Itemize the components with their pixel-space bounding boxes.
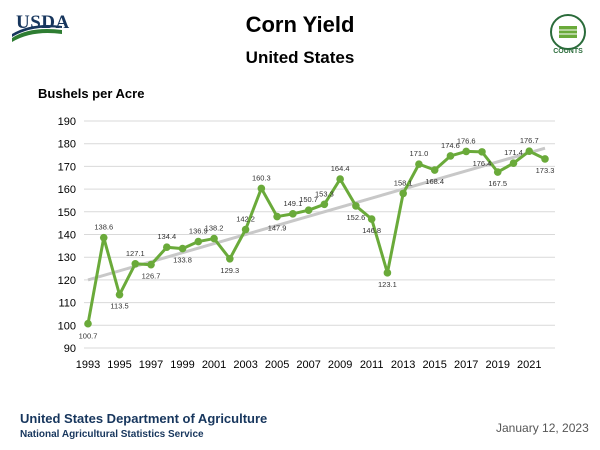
data-label-1993: 100.7: [79, 332, 98, 341]
y-tick-90: 90: [64, 343, 76, 355]
data-label-2022: 173.3: [536, 166, 555, 175]
data-label-2014: 171.0: [410, 149, 429, 158]
data-label-2012: 123.1: [378, 280, 397, 289]
y-tick-160: 160: [58, 184, 76, 196]
point-1997: [147, 261, 155, 269]
point-2020: [510, 159, 518, 167]
point-2014: [415, 160, 423, 168]
point-2018: [478, 148, 486, 156]
data-label-2001: 138.2: [205, 224, 224, 233]
point-2022: [541, 155, 549, 163]
data-label-2004: 160.3: [252, 173, 271, 182]
point-1994: [100, 234, 108, 242]
x-tick-labels: 1993 1995 1997 1999 2001 2003 2005 2007 2009 2011…: [76, 359, 542, 371]
point-2000: [195, 238, 203, 246]
footer-date: January 12, 2023: [496, 421, 589, 435]
data-label-1998: 134.4: [157, 232, 176, 241]
data-label-2018: 176.4: [473, 159, 492, 168]
corn-yield-chart: 90100110120130140150160170180190 1993 199…: [0, 0, 600, 450]
point-2012: [384, 269, 392, 277]
x-tick-2005: 2005: [265, 359, 289, 371]
point-2004: [258, 185, 266, 193]
point-1993: [84, 320, 92, 328]
point-2008: [321, 201, 329, 209]
data-label-2021: 176.7: [520, 136, 539, 145]
data-label-2020: 171.4: [504, 148, 523, 157]
y-tick-130: 130: [58, 252, 76, 264]
point-2001: [210, 235, 218, 243]
point-2015: [431, 166, 439, 174]
x-tick-2003: 2003: [233, 359, 257, 371]
x-tick-2019: 2019: [485, 359, 509, 371]
y-tick-120: 120: [58, 275, 76, 287]
point-1998: [163, 243, 171, 251]
data-label-2013: 158.1: [394, 178, 413, 187]
point-2013: [399, 190, 407, 198]
x-tick-2007: 2007: [296, 359, 320, 371]
data-label-2019: 167.5: [488, 179, 507, 188]
data-label-2009: 164.4: [331, 164, 350, 173]
point-1996: [131, 260, 139, 268]
x-tick-2011: 2011: [360, 359, 384, 371]
x-tick-2009: 2009: [328, 359, 352, 371]
data-label-2005: 147.9: [268, 224, 287, 233]
x-tick-2013: 2013: [391, 359, 415, 371]
data-label-1996: 127.1: [126, 249, 145, 258]
data-label-2010: 152.6: [347, 213, 366, 222]
x-tick-1993: 1993: [76, 359, 100, 371]
point-2017: [462, 148, 470, 156]
point-1995: [116, 291, 124, 299]
x-tick-2021: 2021: [517, 359, 541, 371]
x-tick-1995: 1995: [107, 359, 131, 371]
point-2003: [242, 226, 250, 234]
point-2016: [447, 152, 455, 160]
point-2006: [289, 210, 297, 218]
data-label-2017: 176.6: [457, 136, 476, 145]
x-tick-2015: 2015: [422, 359, 446, 371]
x-tick-2017: 2017: [454, 359, 478, 371]
y-tick-170: 170: [58, 161, 76, 173]
point-2011: [368, 215, 376, 223]
data-label-1999: 133.8: [173, 256, 192, 265]
y-tick-180: 180: [58, 139, 76, 151]
y-tick-190: 190: [58, 116, 76, 128]
point-2007: [305, 206, 313, 214]
y-tick-labels: 90 100 110 120 130 140 150 160 170 180 190: [58, 116, 76, 355]
x-tick-1997: 1997: [139, 359, 163, 371]
data-label-2002: 129.3: [220, 266, 239, 275]
footer-organization: United States Department of Agriculture: [20, 411, 267, 426]
point-2002: [226, 255, 234, 263]
point-2021: [525, 147, 533, 155]
data-label-1997: 126.7: [142, 272, 161, 281]
x-tick-2001: 2001: [202, 359, 226, 371]
point-1999: [179, 245, 187, 253]
y-tick-110: 110: [58, 298, 76, 310]
point-2009: [336, 175, 344, 183]
point-2019: [494, 168, 502, 176]
y-tick-140: 140: [58, 230, 76, 242]
y-tick-150: 150: [58, 207, 76, 219]
point-2010: [352, 202, 360, 210]
data-label-2011: 146.8: [362, 226, 381, 235]
point-2005: [273, 213, 281, 221]
data-label-2008: 153.3: [315, 189, 334, 198]
data-label-1995: 113.5: [110, 302, 128, 311]
x-tick-1999: 1999: [170, 359, 194, 371]
yield-series-group: [84, 147, 549, 327]
data-label-2015: 168.4: [425, 177, 444, 186]
footer-service: National Agricultural Statistics Service: [20, 429, 204, 440]
data-label-2003: 142.2: [236, 215, 255, 224]
data-label-1994: 138.6: [94, 223, 113, 232]
y-tick-100: 100: [58, 320, 76, 332]
